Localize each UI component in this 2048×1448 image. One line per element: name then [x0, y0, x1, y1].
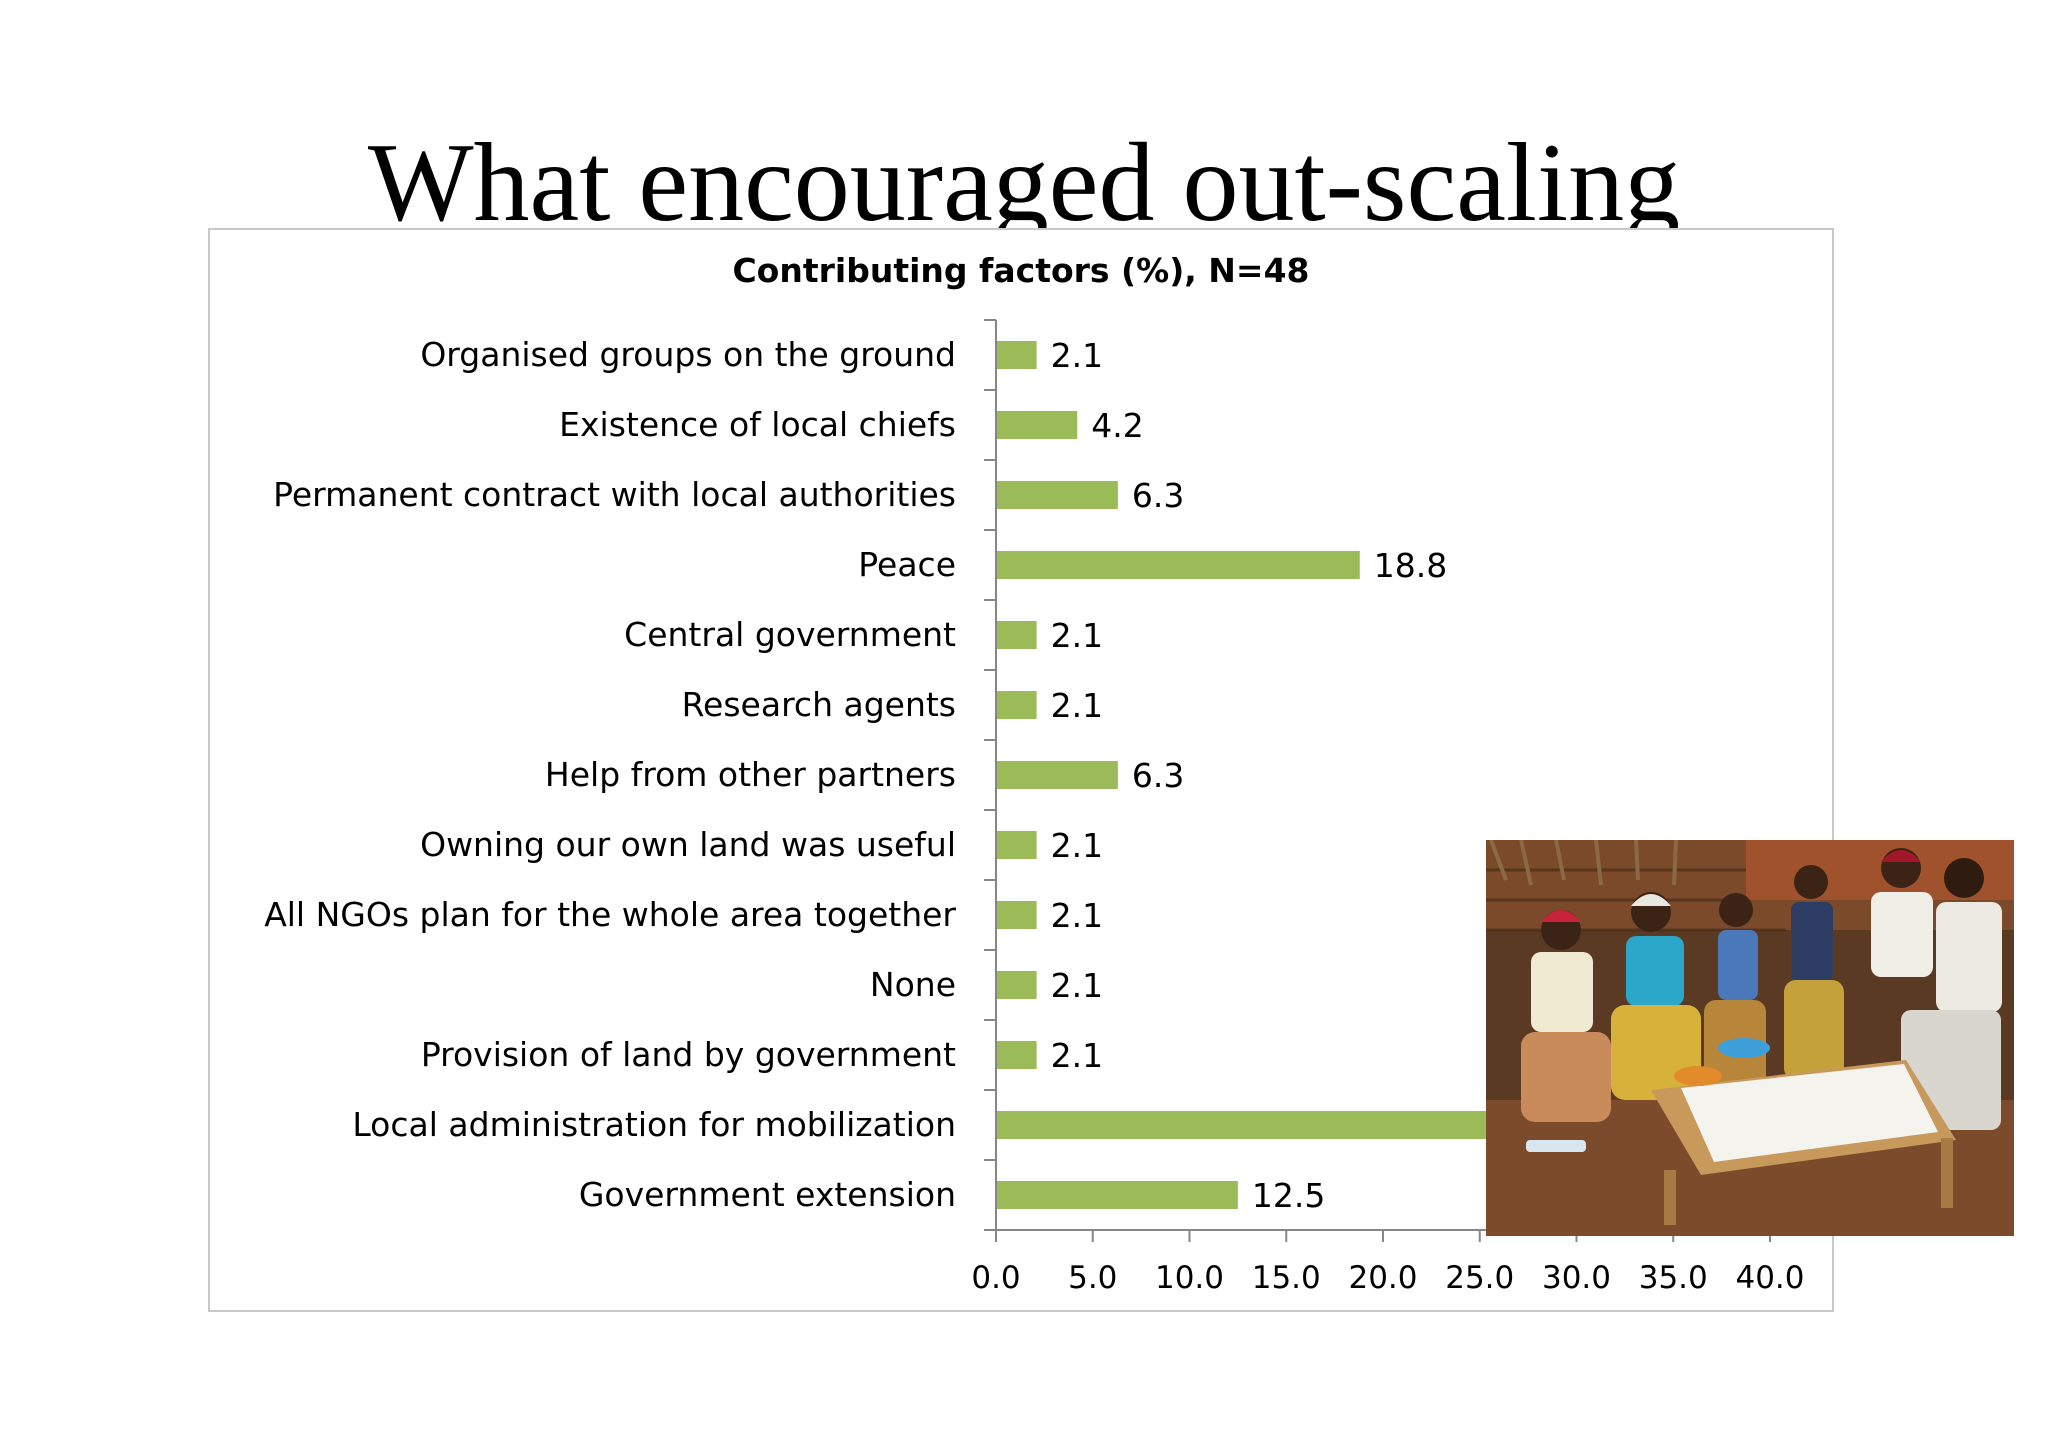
data-label: 12.5 — [1252, 1176, 1325, 1215]
chart-labels: Organised groups on the ground 2.1 Existen… — [264, 335, 1809, 1215]
x-tick-label: 25.0 — [1445, 1260, 1514, 1296]
chart-area: Contributing factors (%), N=48 0.0 5.0 10.… — [208, 228, 2014, 1312]
x-tick-label: 20.0 — [1348, 1260, 1417, 1296]
data-label: 2.1 — [1051, 336, 1103, 375]
data-label: 2.1 — [1051, 616, 1103, 655]
bar — [997, 901, 1037, 929]
bar — [997, 971, 1037, 999]
bar — [997, 621, 1037, 649]
data-label: 2.1 — [1051, 896, 1103, 935]
bar — [997, 831, 1037, 859]
slide-title: What encouraged out-scaling — [367, 121, 1681, 245]
data-label: 2.1 — [1051, 1036, 1103, 1075]
bar — [997, 341, 1037, 369]
data-label: 4.2 — [1091, 406, 1143, 445]
x-tick-label: 30.0 — [1542, 1260, 1611, 1296]
category-label: Help from other partners — [545, 755, 956, 794]
data-label: 6.3 — [1132, 756, 1184, 795]
data-label: 6.3 — [1132, 476, 1184, 515]
data-label: 2.1 — [1051, 826, 1103, 865]
bar — [997, 691, 1037, 719]
bar — [997, 761, 1118, 789]
category-label: Government extension — [579, 1175, 956, 1214]
bar — [997, 1181, 1238, 1209]
bar — [997, 411, 1078, 439]
x-tick-label: 0.0 — [971, 1260, 1020, 1296]
x-tick-label: 35.0 — [1639, 1260, 1708, 1296]
chart-title: Contributing factors (%), N=48 — [732, 251, 1309, 290]
bar — [997, 481, 1118, 509]
category-label: Provision of land by government — [421, 1035, 956, 1074]
category-label: Organised groups on the ground — [420, 335, 956, 374]
category-label: Peace — [858, 545, 956, 584]
data-label: 18.8 — [1374, 546, 1447, 585]
x-tick-label: 40.0 — [1735, 1260, 1804, 1296]
chart-axes: 0.0 5.0 10.0 15.0 20.0 25.0 30.0 35.0 40.0 — [971, 319, 1805, 1296]
category-label: Permanent contract with local authoritie… — [273, 475, 956, 514]
bar-chart: Contributing factors (%), N=48 0.0 5.0 10.… — [264, 251, 1809, 1296]
bar — [997, 1041, 1037, 1069]
bar — [997, 551, 1360, 579]
x-tick-label: 5.0 — [1068, 1260, 1117, 1296]
group-meeting-photo — [1486, 840, 2014, 1236]
category-label: None — [870, 965, 956, 1004]
category-label: Local administration for mobilization — [352, 1105, 956, 1144]
category-label: Research agents — [682, 685, 956, 724]
data-label: 2.1 — [1051, 966, 1103, 1005]
x-tick-label: 15.0 — [1252, 1260, 1321, 1296]
data-label: 2.1 — [1051, 686, 1103, 725]
category-label: Central government — [624, 615, 956, 654]
x-tick-label: 10.0 — [1155, 1260, 1224, 1296]
category-label: Owning our own land was useful — [420, 825, 956, 864]
category-label: All NGOs plan for the whole area togethe… — [264, 895, 956, 934]
category-label: Existence of local chiefs — [559, 405, 956, 444]
